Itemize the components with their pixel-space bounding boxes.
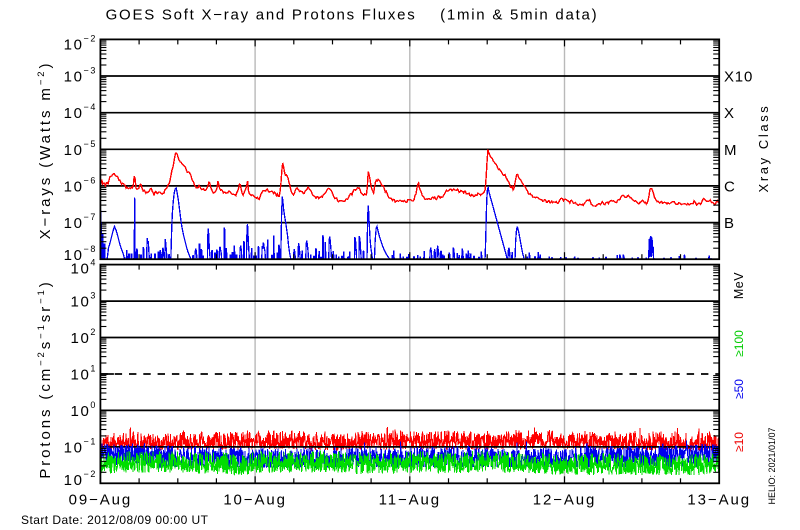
svg-text:09−Aug: 09−Aug <box>69 492 133 509</box>
svg-text:Start Date: 2012/08/09 00:00 U: Start Date: 2012/08/09 00:00 UT <box>21 513 209 527</box>
svg-text:101: 101 <box>71 364 98 384</box>
svg-text:X10: X10 <box>724 69 753 86</box>
svg-text:10−Aug: 10−Aug <box>223 492 287 509</box>
svg-text:13−Aug: 13−Aug <box>687 492 751 509</box>
svg-text:MeV: MeV <box>732 272 746 299</box>
svg-text:GOES Soft X−ray and Protons Fl: GOES Soft X−ray and Protons Fluxes (1min… <box>106 7 599 24</box>
svg-text:HELIO: 2021/01/07: HELIO: 2021/01/07 <box>767 427 777 504</box>
svg-text:M: M <box>724 142 737 159</box>
svg-text:X−rays (Watts m−2): X−rays (Watts m−2) <box>36 61 54 240</box>
svg-text:11−Aug: 11−Aug <box>379 492 441 509</box>
svg-text:100: 100 <box>71 400 98 420</box>
svg-text:B: B <box>724 215 735 232</box>
svg-text:≥100: ≥100 <box>732 330 746 357</box>
svg-text:C: C <box>724 178 736 195</box>
svg-text:≥50: ≥50 <box>732 379 746 399</box>
svg-text:X: X <box>724 105 735 122</box>
svg-text:104: 104 <box>71 258 98 278</box>
svg-text:102: 102 <box>71 327 98 347</box>
svg-text:≥10: ≥10 <box>732 432 746 452</box>
svg-text:Protons (cm−2s−1sr−1): Protons (cm−2s−1sr−1) <box>36 279 54 478</box>
svg-text:Xray Class: Xray Class <box>756 104 771 193</box>
svg-text:103: 103 <box>71 291 98 311</box>
svg-text:12−Aug: 12−Aug <box>533 492 597 509</box>
